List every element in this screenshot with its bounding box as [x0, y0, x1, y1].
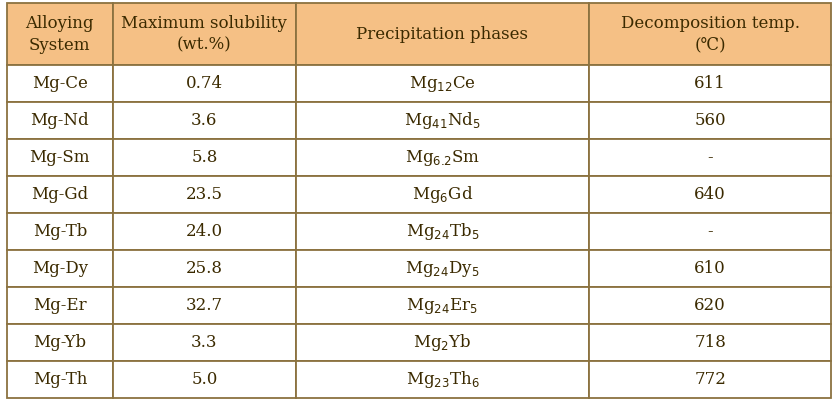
Bar — [296, 213, 589, 250]
Bar — [296, 287, 589, 324]
Text: 32.7: 32.7 — [186, 297, 223, 314]
Text: Mg$_{24}$Er$_{5}$: Mg$_{24}$Er$_{5}$ — [406, 296, 478, 316]
Bar — [7, 361, 113, 398]
Text: 620: 620 — [694, 297, 726, 314]
Bar — [7, 250, 113, 287]
Text: Mg-Yb: Mg-Yb — [34, 334, 86, 351]
Text: Mg-Ce: Mg-Ce — [32, 75, 88, 92]
Bar — [113, 102, 296, 139]
Bar — [589, 176, 831, 213]
Text: 5.0: 5.0 — [191, 371, 218, 388]
Bar — [589, 324, 831, 361]
Bar — [113, 287, 296, 324]
Text: -: - — [707, 223, 713, 240]
Bar — [296, 176, 589, 213]
Bar — [7, 213, 113, 250]
Bar — [296, 3, 589, 65]
Text: Maximum solubility
(wt.%): Maximum solubility (wt.%) — [122, 14, 287, 54]
Text: Mg$_{6.2}$Sm: Mg$_{6.2}$Sm — [405, 148, 480, 168]
Bar — [113, 213, 296, 250]
Bar — [7, 3, 113, 65]
Text: Mg$_{24}$Tb$_{5}$: Mg$_{24}$Tb$_{5}$ — [406, 221, 479, 242]
Bar — [296, 361, 589, 398]
Text: Mg$_{41}$Nd$_{5}$: Mg$_{41}$Nd$_{5}$ — [404, 110, 481, 131]
Bar — [113, 65, 296, 102]
Text: 0.74: 0.74 — [186, 75, 223, 92]
Text: Mg$_{12}$Ce: Mg$_{12}$Ce — [409, 74, 476, 94]
Text: Precipitation phases: Precipitation phases — [356, 26, 529, 43]
Bar — [113, 324, 296, 361]
Text: Mg-Er: Mg-Er — [33, 297, 86, 314]
Text: Mg-Sm: Mg-Sm — [29, 149, 90, 166]
Bar — [113, 139, 296, 176]
Bar — [589, 3, 831, 65]
Bar — [7, 324, 113, 361]
Text: Mg$_{2}$Yb: Mg$_{2}$Yb — [413, 332, 472, 353]
Text: 25.8: 25.8 — [186, 260, 223, 277]
Text: Mg-Nd: Mg-Nd — [30, 112, 89, 129]
Text: Mg$_{23}$Th$_{6}$: Mg$_{23}$Th$_{6}$ — [406, 369, 479, 390]
Bar — [589, 213, 831, 250]
Text: 640: 640 — [694, 186, 726, 203]
Text: 24.0: 24.0 — [186, 223, 223, 240]
Text: 23.5: 23.5 — [186, 186, 223, 203]
Bar — [113, 176, 296, 213]
Bar — [589, 250, 831, 287]
Text: 560: 560 — [695, 112, 726, 129]
Bar — [296, 324, 589, 361]
Bar — [296, 65, 589, 102]
Text: 3.6: 3.6 — [191, 112, 218, 129]
Text: Mg-Th: Mg-Th — [33, 371, 87, 388]
Bar — [296, 250, 589, 287]
Bar — [589, 102, 831, 139]
Bar — [113, 3, 296, 65]
Bar — [296, 102, 589, 139]
Bar — [7, 102, 113, 139]
Text: 611: 611 — [694, 75, 726, 92]
Bar — [113, 361, 296, 398]
Text: Mg$_{6}$Gd: Mg$_{6}$Gd — [411, 184, 473, 205]
Text: Mg$_{24}$Dy$_{5}$: Mg$_{24}$Dy$_{5}$ — [406, 259, 479, 279]
Text: Mg-Gd: Mg-Gd — [31, 186, 88, 203]
Text: -: - — [707, 149, 713, 166]
Bar — [589, 65, 831, 102]
Bar — [589, 287, 831, 324]
Text: 3.3: 3.3 — [191, 334, 218, 351]
Text: 610: 610 — [694, 260, 726, 277]
Bar — [589, 139, 831, 176]
Text: 772: 772 — [694, 371, 726, 388]
Bar — [7, 65, 113, 102]
Text: 5.8: 5.8 — [191, 149, 218, 166]
Text: 718: 718 — [694, 334, 726, 351]
Text: Mg-Tb: Mg-Tb — [33, 223, 87, 240]
Text: Decomposition temp.
(℃): Decomposition temp. (℃) — [621, 14, 799, 54]
Text: Mg-Dy: Mg-Dy — [32, 260, 88, 277]
Bar — [7, 176, 113, 213]
Bar — [589, 361, 831, 398]
Bar — [7, 139, 113, 176]
Bar — [296, 139, 589, 176]
Text: Alloying
System: Alloying System — [26, 14, 94, 54]
Bar — [113, 250, 296, 287]
Bar — [7, 287, 113, 324]
